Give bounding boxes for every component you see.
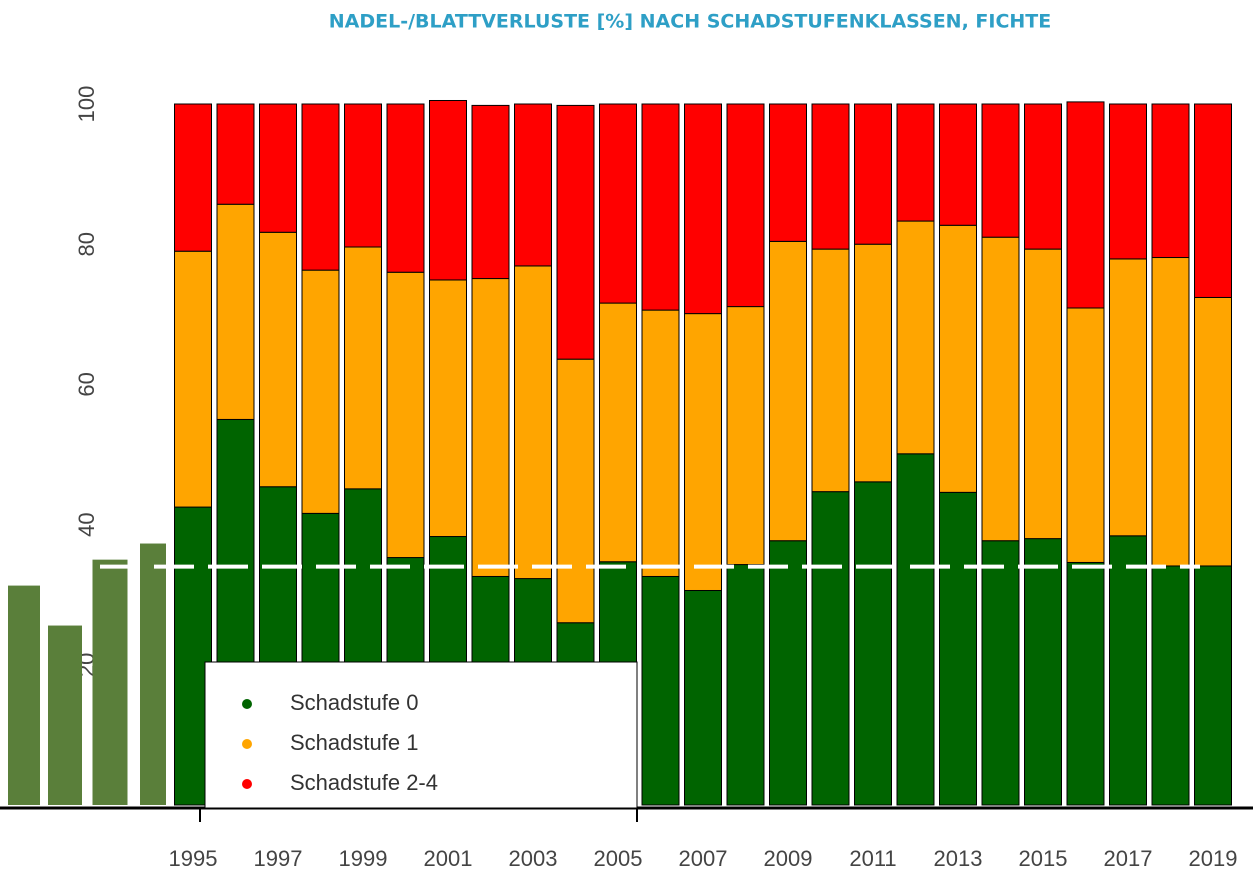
bar-segment (174, 103, 212, 252)
bar-segment (939, 103, 977, 226)
overlay-bar (140, 543, 166, 805)
x-tick-label: 1997 (254, 846, 303, 871)
bar-segment (1066, 101, 1105, 309)
bar-segment (896, 103, 935, 222)
bar-segment (1151, 257, 1190, 567)
x-tick-label: 2005 (594, 846, 643, 871)
bar-segment (769, 103, 807, 242)
overlay-bar (8, 585, 40, 805)
bar-segment (1066, 307, 1105, 563)
bar-segment (174, 250, 212, 508)
legend-label: Schadstufe 0 (290, 690, 418, 715)
chart-title: NADEL-/BLATTVERLUSTE [%] NACH SCHADSTUFE… (329, 11, 1052, 33)
bar-segment (216, 203, 255, 420)
bar-segment (599, 302, 637, 563)
overlay-bar (92, 559, 128, 805)
bar-segment (641, 575, 680, 806)
bar-segment (344, 103, 382, 248)
x-tick-label: 2017 (1104, 846, 1153, 871)
bar-segment (556, 358, 595, 624)
bar-segment (726, 564, 765, 806)
bar-segment (301, 103, 340, 271)
bar-segment (344, 246, 382, 490)
y-tick-label: 100 (74, 86, 99, 123)
bar-segment (1194, 103, 1232, 298)
bar-segment (684, 589, 722, 806)
bar-segment (684, 313, 722, 591)
bar-segment (811, 491, 850, 806)
bar-segment (641, 309, 680, 577)
bar-segment (811, 103, 850, 250)
y-tick-label: 40 (74, 512, 99, 536)
bar-segment (939, 491, 977, 806)
bar-segment (769, 240, 807, 542)
bar-segment (939, 224, 977, 493)
x-tick-label: 1999 (339, 846, 388, 871)
legend-label: Schadstufe 2-4 (290, 770, 438, 795)
bar-segment (1024, 248, 1062, 540)
bar-segment (514, 265, 552, 580)
bar-segment (1109, 103, 1147, 260)
bar-segment (726, 103, 765, 308)
x-tick-label: 2013 (934, 846, 983, 871)
bar-segment (471, 278, 510, 577)
x-tick-label: 1995 (169, 846, 218, 871)
legend: Schadstufe 0 Schadstufe 1 Schadstufe 2-4 (204, 661, 638, 809)
bar-segment (599, 103, 637, 304)
legend-box (204, 661, 638, 809)
bar-segment (854, 481, 892, 806)
bar-segment (1194, 296, 1232, 567)
legend-marker (242, 779, 252, 789)
bar-segment (259, 103, 297, 233)
bar-segment (259, 231, 297, 488)
x-tick-label: 2009 (764, 846, 813, 871)
bar-segment (556, 104, 595, 360)
bar-segment (216, 103, 255, 205)
legend-marker (242, 739, 252, 749)
y-tick-label: 60 (74, 372, 99, 396)
bar-segment (641, 103, 680, 311)
x-tick-label: 2001 (424, 846, 473, 871)
overlay-bar (48, 625, 82, 805)
bar-segment (769, 540, 807, 806)
x-tick-label: 2019 (1189, 846, 1238, 871)
bar-segment (429, 279, 467, 538)
legend-marker (242, 699, 252, 709)
bar-segment (854, 243, 892, 483)
legend-label: Schadstufe 1 (290, 730, 418, 755)
bar-segment (1151, 565, 1190, 806)
bar-segment (1109, 535, 1147, 806)
x-tick-label: 2015 (1019, 846, 1068, 871)
bar-segment (1109, 258, 1147, 537)
bar-segment (896, 453, 935, 806)
bar-segment (854, 103, 892, 245)
bar-segment (981, 236, 1020, 542)
bar-segment (1194, 565, 1232, 806)
bar-segment (471, 104, 510, 280)
y-tick-label: 80 (74, 232, 99, 256)
bar-segment (1066, 561, 1105, 806)
bar-segment (811, 248, 850, 493)
bar-segment (684, 103, 722, 315)
x-tick-label: 2007 (679, 846, 728, 871)
bar-segment (386, 103, 425, 273)
bar-segment (1024, 538, 1062, 806)
x-tick-label: 2003 (509, 846, 558, 871)
bar-segment (429, 99, 467, 281)
bar-segment (896, 220, 935, 455)
bar-segment (514, 103, 552, 267)
x-tick-label: 2011 (849, 846, 896, 871)
bar-segment (981, 540, 1020, 806)
bar-segment (726, 306, 765, 566)
bar-segment (1151, 103, 1190, 259)
bar-segment (386, 271, 425, 559)
bar-segment (301, 269, 340, 514)
bar-segment (1024, 103, 1062, 250)
bar-segment (981, 103, 1020, 238)
